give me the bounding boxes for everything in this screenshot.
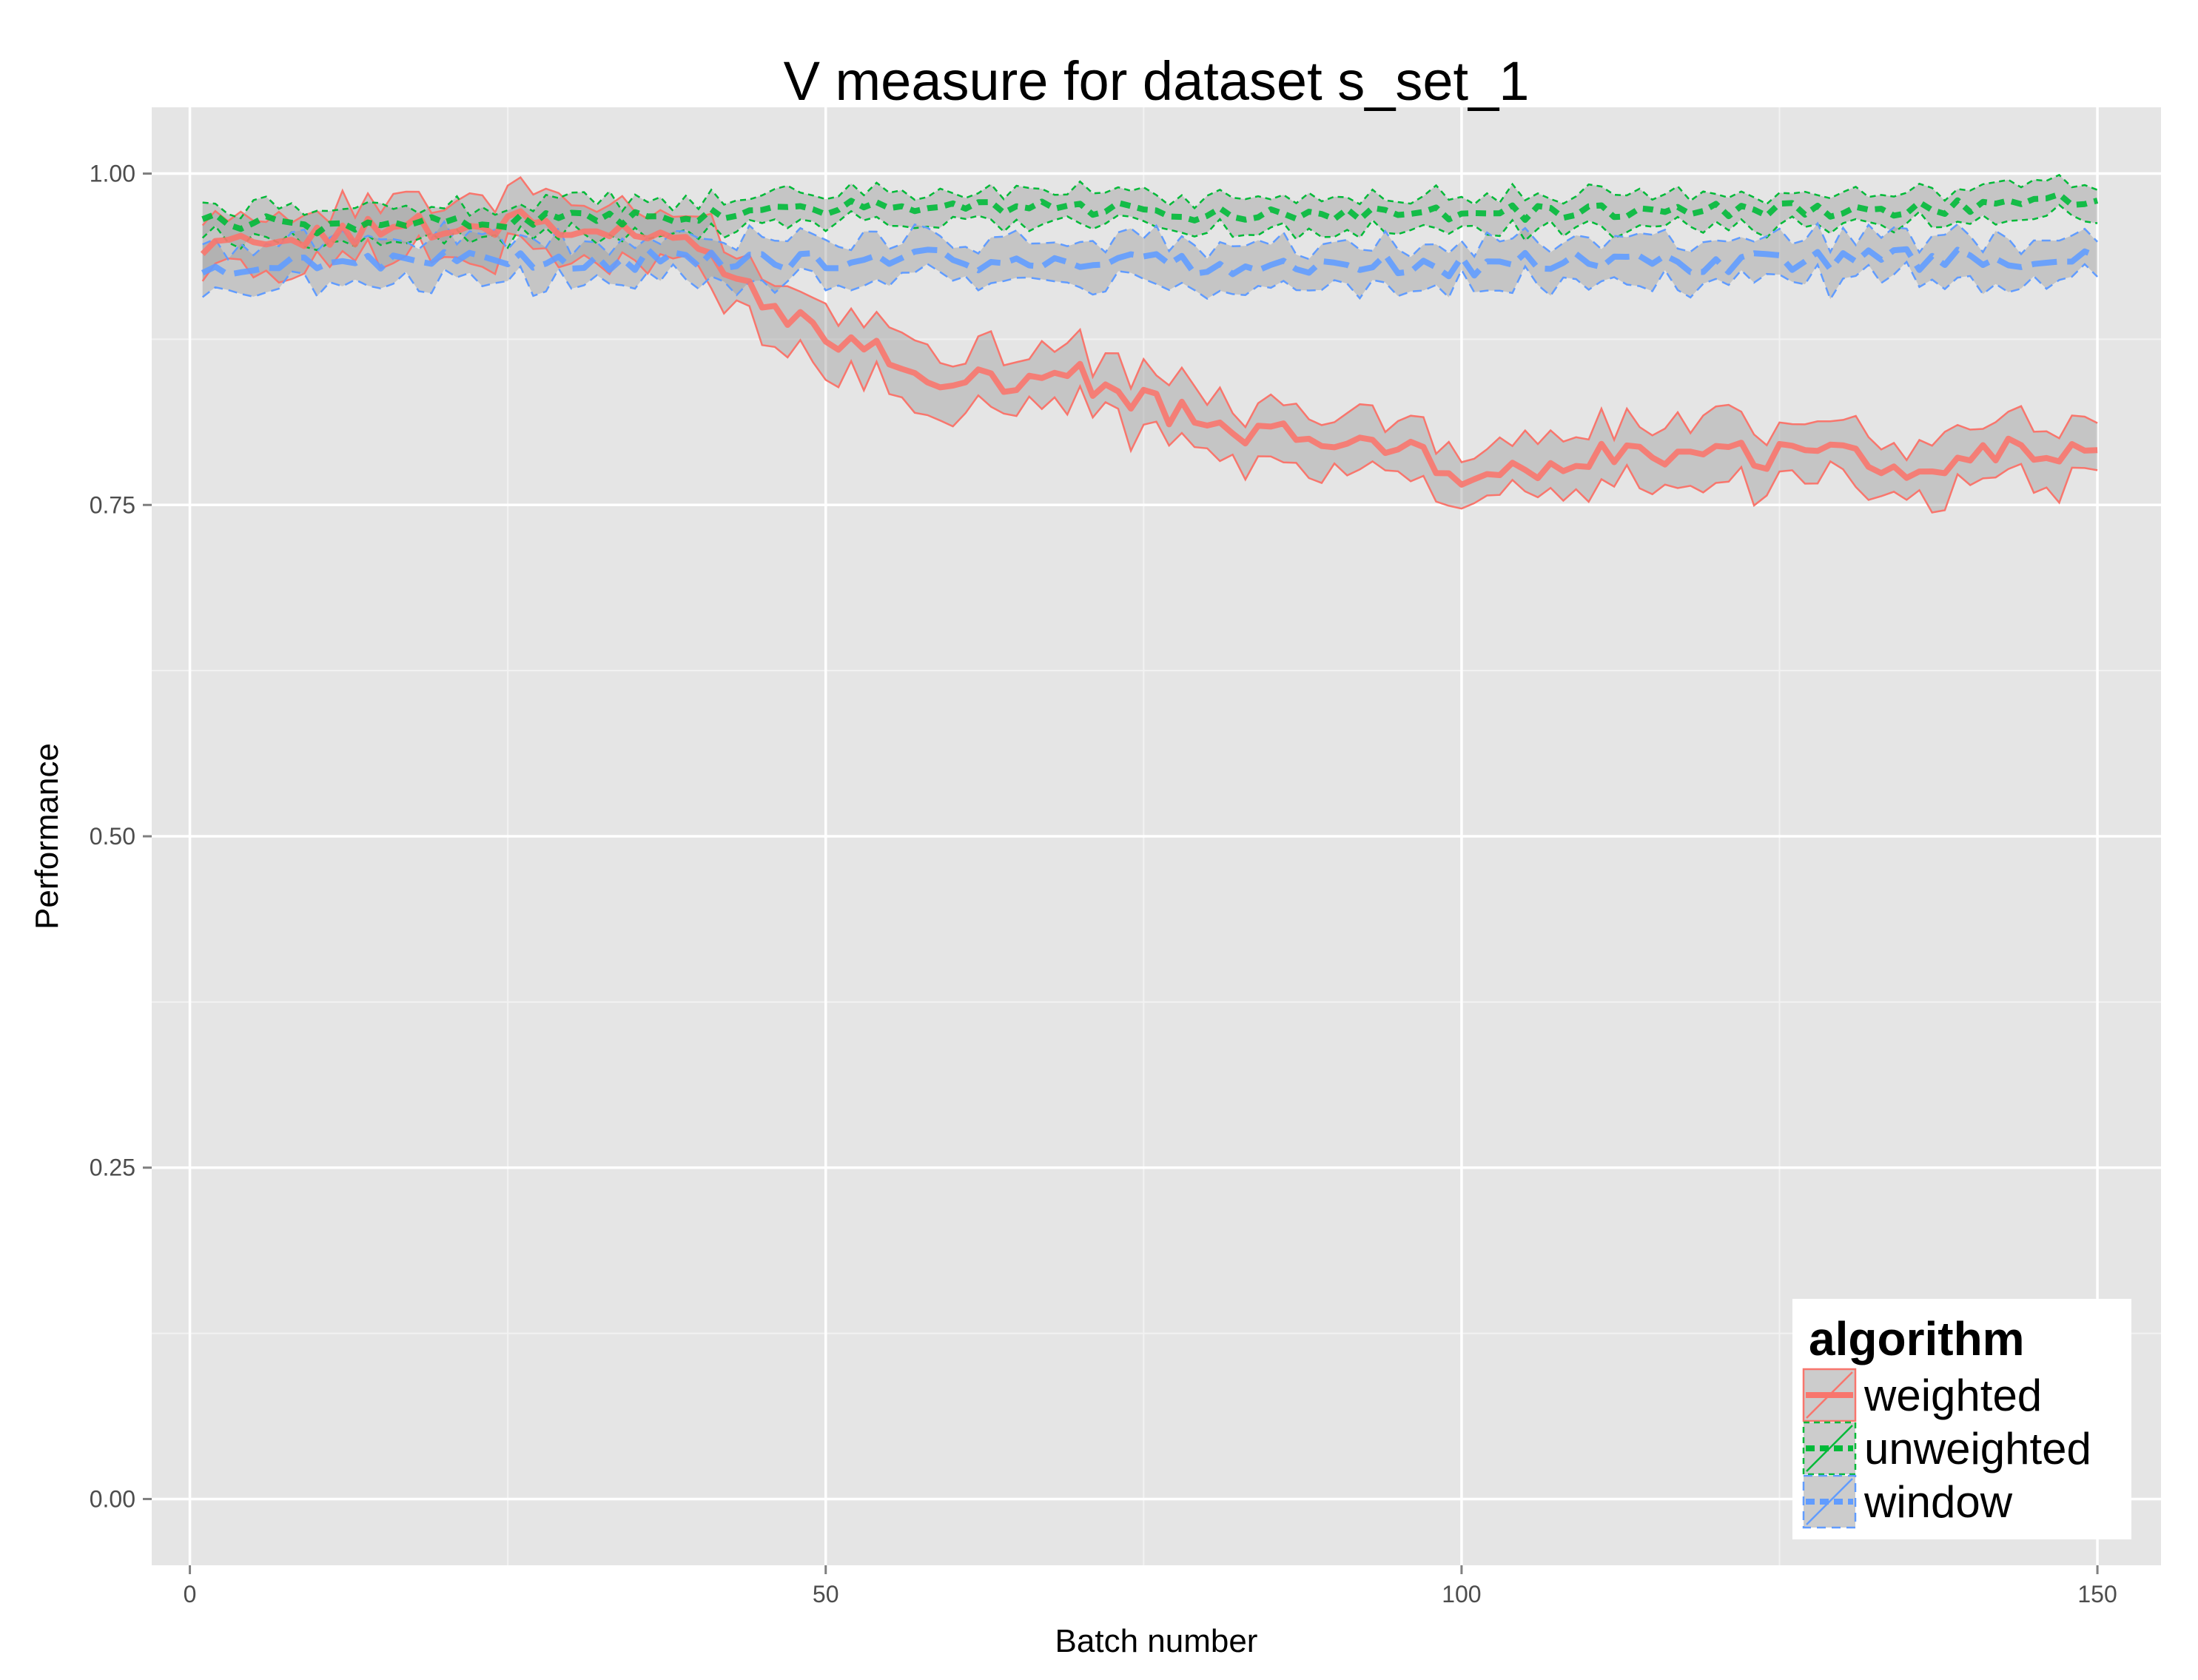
y-tick-label: 0.50 xyxy=(90,823,135,850)
legend-label-unweighted: unweighted xyxy=(1864,1424,2091,1474)
chart-title: V measure for dataset s_set_1 xyxy=(784,50,1530,112)
ribbon-weighted xyxy=(202,177,2098,513)
series-line-unweighted xyxy=(201,191,2099,237)
ribbon-edge-unweighted xyxy=(201,204,2098,252)
y-axis-ticks: 0.00 0.25 0.50 0.75 1.00 xyxy=(90,161,152,1512)
series-line-layer xyxy=(200,191,2099,488)
y-tick-label: 0.25 xyxy=(90,1155,135,1181)
legend-key-diagonal-unweighted xyxy=(1806,1425,1853,1472)
y-axis-title: Performance xyxy=(29,743,65,930)
x-tick-label: 150 xyxy=(2077,1581,2117,1607)
x-tick-label: 50 xyxy=(813,1581,839,1607)
ribbon-edge-window xyxy=(201,260,2098,302)
ribbon-edge-weighted xyxy=(201,176,2098,463)
y-tick-label: 1.00 xyxy=(90,161,135,187)
major-grid xyxy=(152,107,2161,1565)
ribbon-edge-window xyxy=(202,220,2098,261)
legend-label-window: window xyxy=(1863,1477,2013,1527)
ribbon-edge-layer xyxy=(201,173,2098,514)
y-tick-label: 0.00 xyxy=(90,1485,135,1512)
ribbon-edge-weighted xyxy=(201,232,2098,514)
x-tick-label: 100 xyxy=(1442,1581,1481,1607)
legend-title: algorithm xyxy=(1809,1312,2025,1365)
legend-key-diagonal-window xyxy=(1806,1478,1853,1525)
legend-label-weighted: weighted xyxy=(1863,1371,2042,1420)
series-line-window xyxy=(201,246,2099,280)
ribbon-window xyxy=(202,221,2098,300)
x-axis-title: Batch number xyxy=(1055,1623,1258,1659)
x-tick-label: 0 xyxy=(184,1581,197,1607)
series-line-weighted xyxy=(200,208,2098,488)
x-axis-ticks: 0 50 100 150 xyxy=(184,1565,2117,1607)
y-tick-label: 0.75 xyxy=(90,491,135,518)
